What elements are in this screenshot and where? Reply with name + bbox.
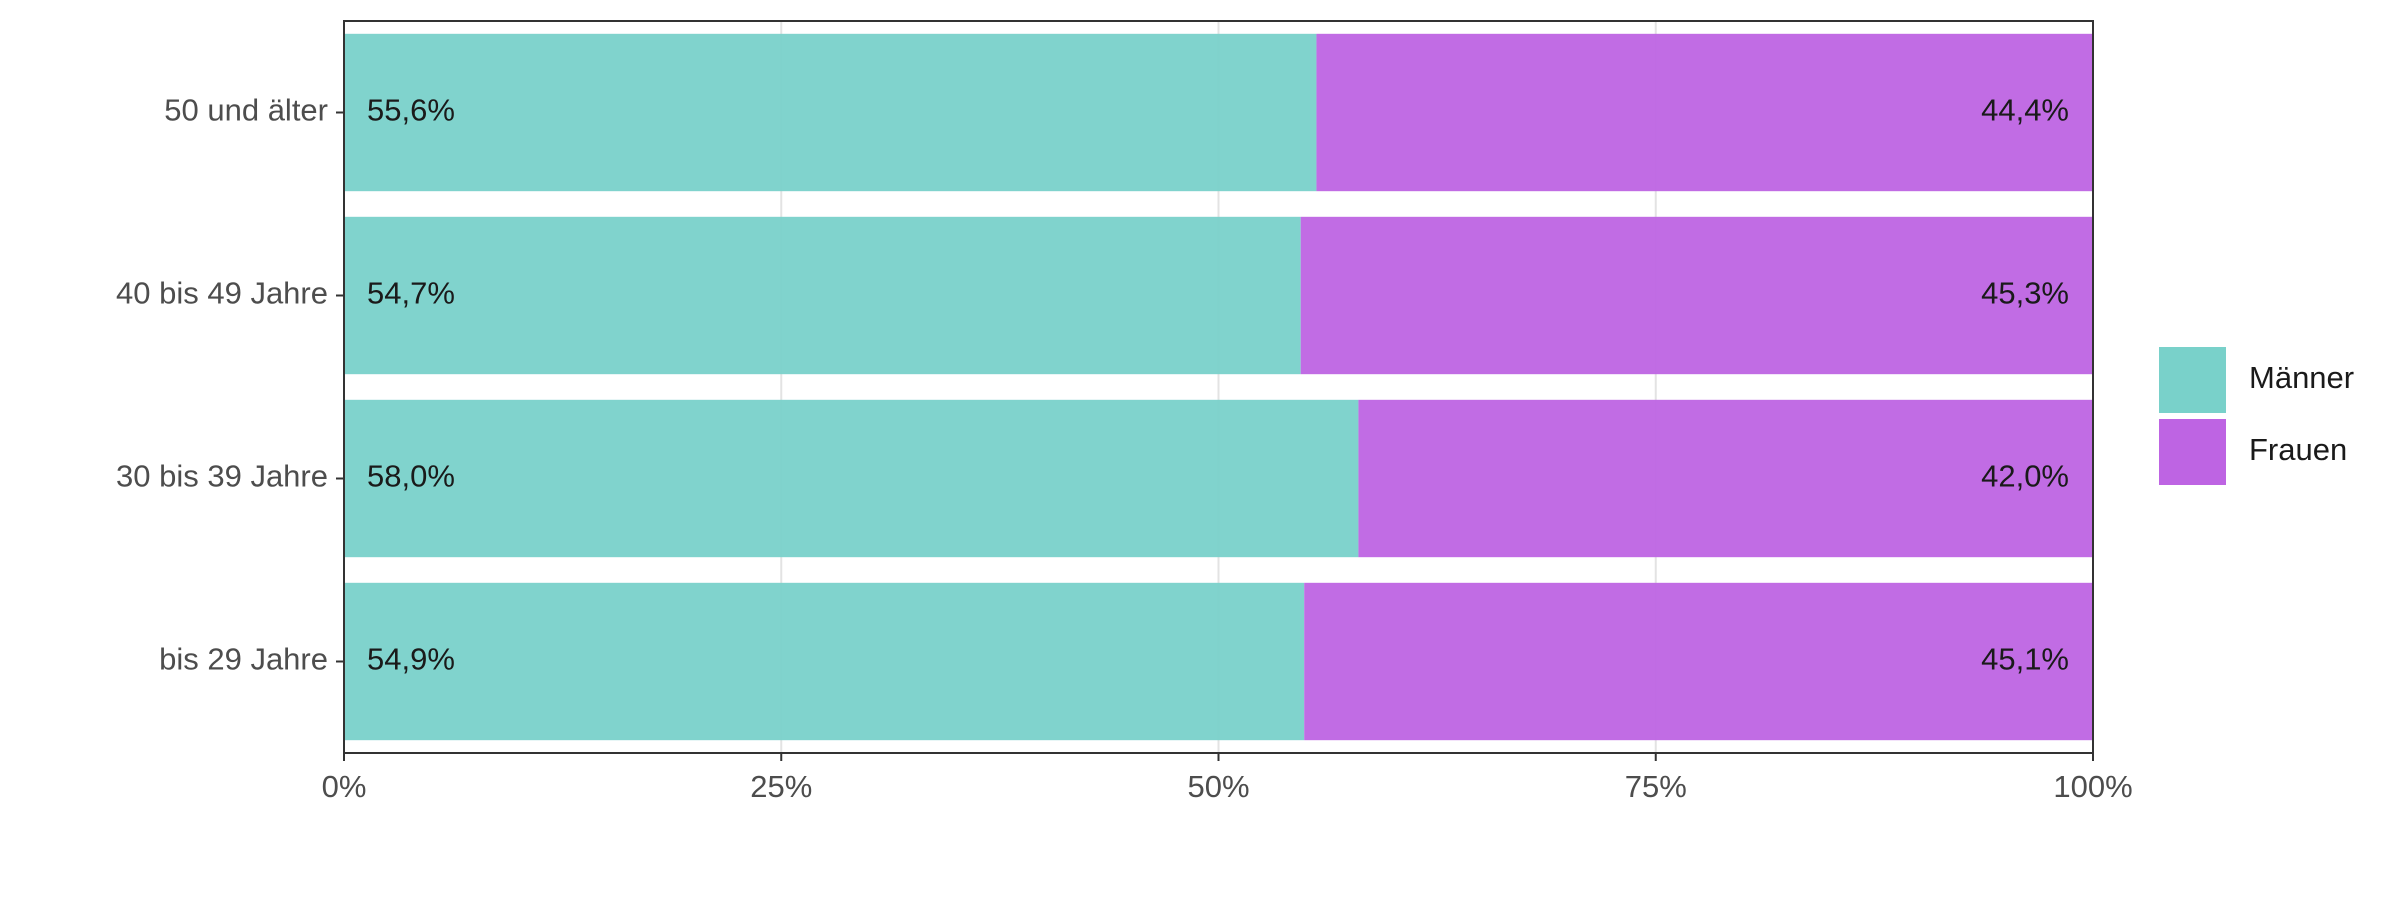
bar-segment xyxy=(344,33,1317,192)
y-tick-label: 40 bis 49 Jahre xyxy=(116,276,328,311)
bar-segment xyxy=(1316,33,2093,192)
bar-segment xyxy=(344,399,1359,558)
bar-segment xyxy=(1300,216,2093,375)
y-tick-label: 30 bis 39 Jahre xyxy=(116,459,328,494)
x-tick-label: 25% xyxy=(750,769,812,804)
legend-swatch xyxy=(2159,419,2226,485)
value-label: 54,9% xyxy=(367,642,455,677)
plot-frame xyxy=(343,20,2094,754)
value-label: 45,1% xyxy=(1981,642,2069,677)
bar-segment xyxy=(344,216,1301,375)
value-label: 44,4% xyxy=(1981,93,2069,128)
legend-swatch xyxy=(2159,347,2226,413)
value-label: 42,0% xyxy=(1981,459,2069,494)
value-label: 45,3% xyxy=(1981,276,2069,311)
legend-label: Männer xyxy=(2249,360,2354,395)
value-label: 58,0% xyxy=(367,459,455,494)
y-tick-label: 50 und älter xyxy=(164,93,328,128)
value-label: 55,6% xyxy=(367,93,455,128)
x-tick-label: 100% xyxy=(2053,769,2132,804)
bar-segment xyxy=(1304,582,2093,741)
y-tick-label: bis 29 Jahre xyxy=(159,642,328,677)
bar-segment xyxy=(1358,399,2093,558)
x-tick-label: 50% xyxy=(1187,769,1249,804)
x-tick-label: 75% xyxy=(1625,769,1687,804)
x-tick-label: 0% xyxy=(322,769,367,804)
value-label: 54,7% xyxy=(367,276,455,311)
bar-segment xyxy=(344,582,1305,741)
legend-label: Frauen xyxy=(2249,432,2347,467)
